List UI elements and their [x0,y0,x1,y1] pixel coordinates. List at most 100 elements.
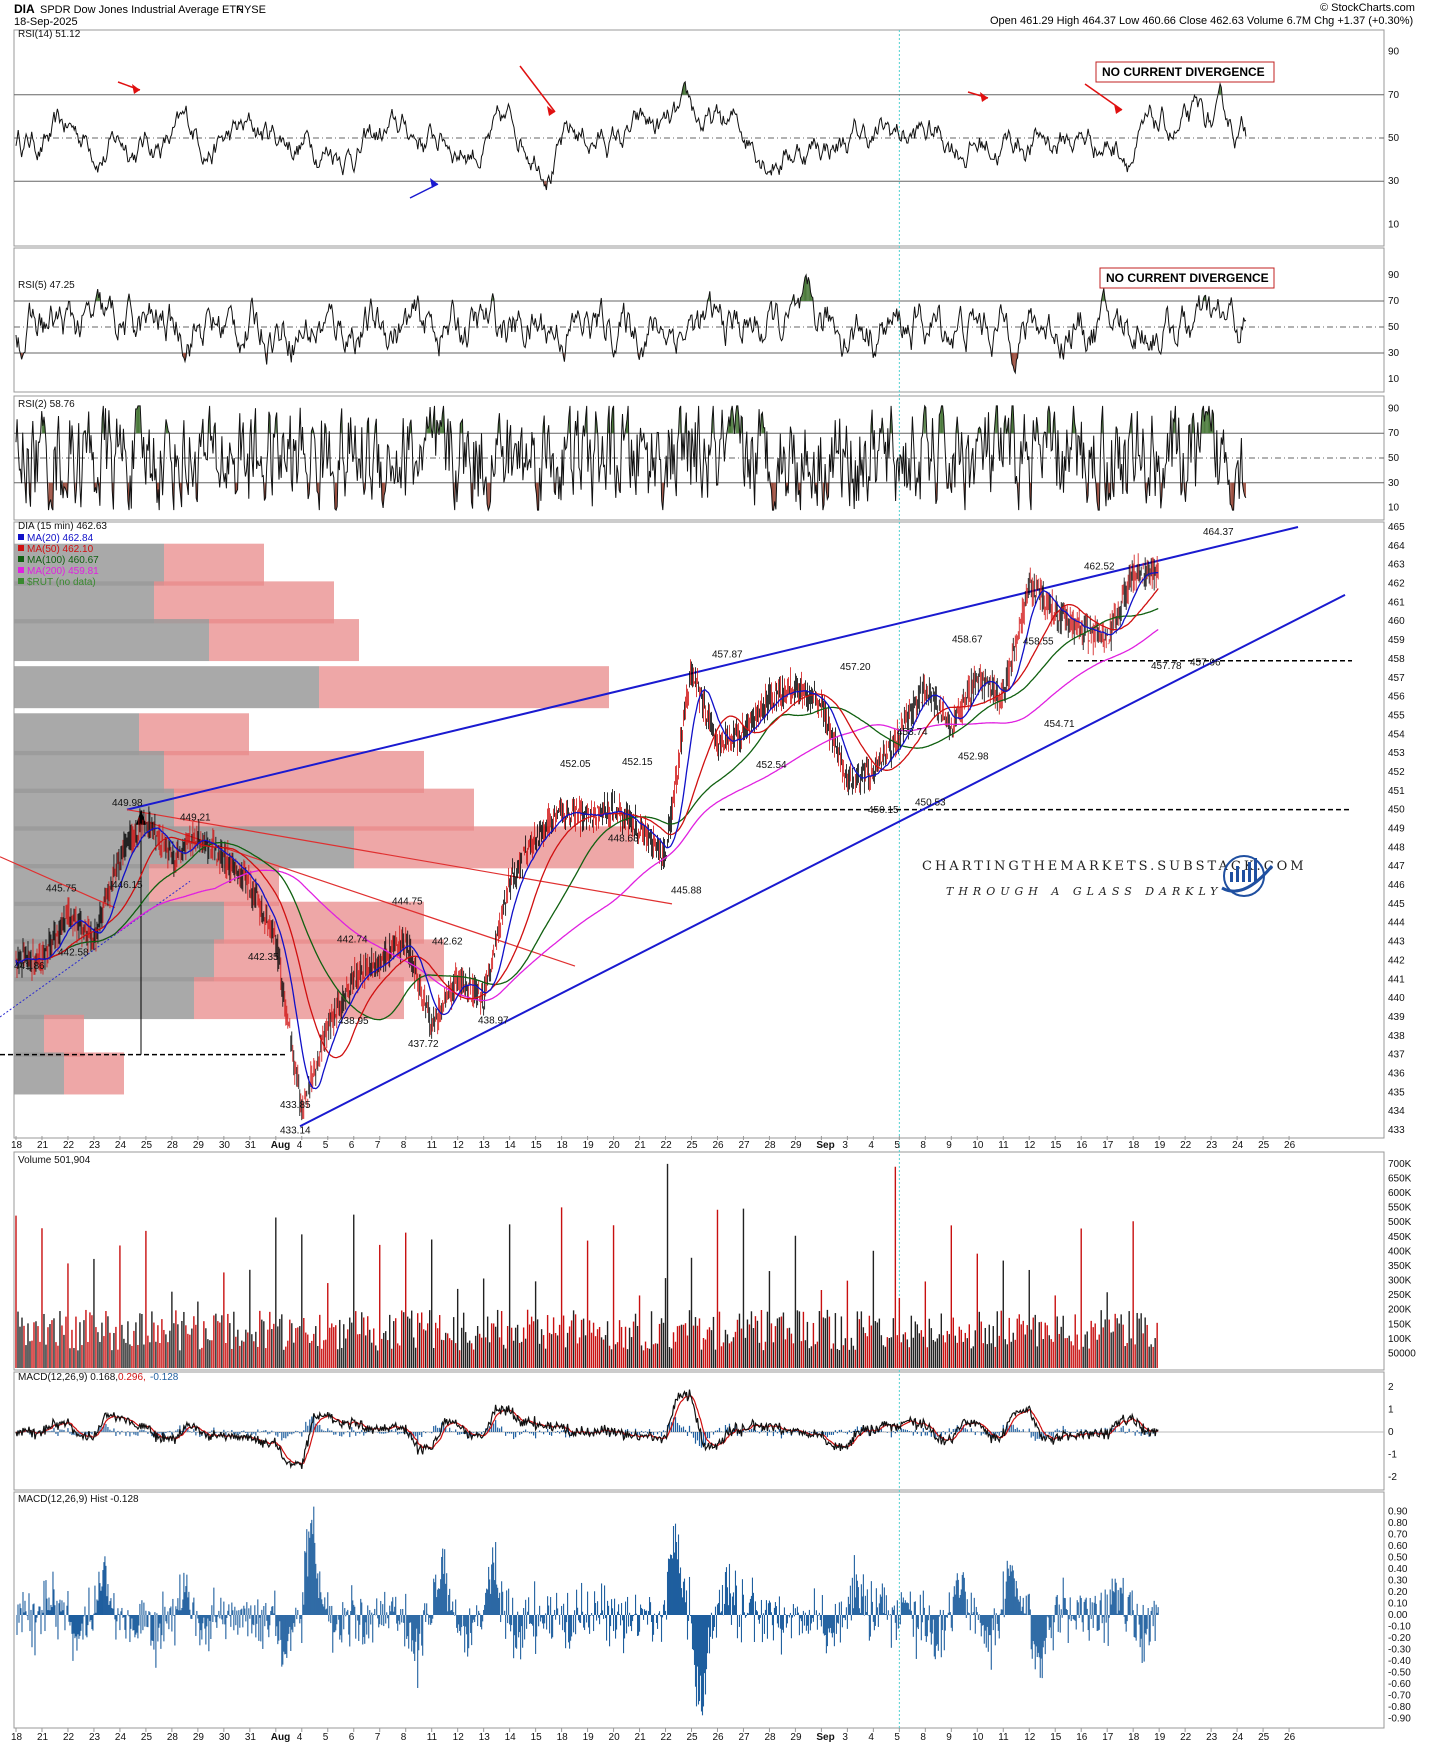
date-tick-label: 22 [63,1732,75,1742]
date-tick-label: 5 [323,1140,329,1151]
date-tick-label: 6 [349,1732,355,1742]
price-annotation: 462.52 [1084,562,1115,573]
resistance-line [0,856,116,909]
date-tick-label: 4 [297,1140,303,1151]
credit: © StockCharts.com [1320,2,1415,14]
vbp-bar-up [14,543,164,586]
hist-tick-label: -0.90 [1388,1713,1411,1724]
date-tick-label: 29 [193,1140,205,1151]
date-tick-label: 22 [63,1140,75,1151]
watermark: CHARTINGTHEMARKETS.SUBSTACK.COM THROUGH … [922,855,1304,898]
date-tick-label: 17 [1102,1140,1114,1151]
date-tick-label: Aug [271,1732,290,1742]
date-tick-label: 23 [1206,1140,1218,1151]
date-tick-label: 11 [427,1140,438,1151]
price-tick-label: 437 [1388,1050,1405,1061]
axis-tick-label: 70 [1388,90,1400,101]
date-tick-label: 18 [557,1732,569,1742]
date-tick-label: 26 [1284,1140,1296,1151]
macd-title: MACD(12,26,9) 0.168, [18,1372,118,1383]
axis-tick-label: 10 [1388,374,1400,385]
price-panel: 465 464 463 462 461 460 459 458 457 456 455 454 453 4… [0,521,1405,1136]
macd-signal-value: 0.296, [118,1372,146,1383]
watermark-line2: THROUGH A GLASS DARKLY [946,885,1222,898]
hist-tick-label: -0.20 [1388,1633,1411,1644]
axis-tick-label: 70 [1388,428,1400,439]
volume-tick-label: 650K [1388,1173,1412,1184]
rsi5-divergence-label: NO CURRENT DIVERGENCE [1106,271,1269,285]
axis-tick-label: 50 [1388,453,1400,464]
vbp-bar-up [14,1052,64,1095]
price-tick-label: 454 [1388,729,1405,740]
volume-tick-label: 700K [1388,1159,1412,1170]
axis-tick-label: 50 [1388,133,1400,144]
date-tick-label: 24 [115,1140,127,1151]
hist-tick-label: 0.80 [1388,1518,1408,1529]
price-tick-label: 456 [1388,692,1405,703]
date-tick-label: 26 [1284,1732,1296,1742]
rsi14-divergence-label: NO CURRENT DIVERGENCE [1102,65,1265,79]
legend-label: MA(200) 459.81 [27,566,99,577]
date-tick-label: 30 [219,1732,231,1742]
vbp-bar-down [214,939,444,982]
date-tick-label: 8 [920,1140,926,1151]
date-tick-label: 23 [89,1140,101,1151]
date-tick-label: 22 [661,1732,673,1742]
date-axis-bottom: 18 21 22 23 24 25 28 29 30 31 Aug 4 5 6 7 8 11 12 13 14 15 18… [11,1728,1296,1742]
date-tick-label: 4 [297,1732,303,1742]
rsi2-panel: RSI(2) 58.76 90 70 50 30 10 [14,399,1400,514]
macd-hist-bars [16,1506,1159,1716]
price-tick-label: 435 [1388,1087,1405,1098]
date-tick-label: 7 [375,1732,381,1742]
hist-tick-label: -0.30 [1388,1644,1411,1655]
date-tick-label: 15 [531,1732,543,1742]
price-tick-label: 460 [1388,616,1405,627]
price-annotation: 457.87 [712,649,743,660]
price-tick-label: 440 [1388,993,1405,1004]
volume-tick-label: 450K [1388,1232,1412,1243]
price-annotation: 458.67 [952,634,983,645]
chart-date: 18-Sep-2025 [14,16,78,28]
volume-tick-label: 350K [1388,1261,1412,1272]
price-tick-label: 444 [1388,918,1405,929]
date-tick-label: 18 [11,1140,23,1151]
price-tick-label: 463 [1388,560,1405,571]
macd-tick-label: 2 [1388,1382,1394,1393]
date-tick-label: 18 [1128,1140,1140,1151]
axis-tick-label: 50 [1388,322,1400,333]
hist-tick-label: -0.40 [1388,1656,1411,1667]
date-tick-label: 15 [531,1140,543,1151]
date-tick-label: 18 [557,1140,569,1151]
price-annotation: 441.86 [14,961,45,972]
rsi-line [15,273,1247,375]
vbp-bar-up [14,901,224,944]
date-tick-label: 11 [998,1140,1009,1151]
axis-tick-label: 10 [1388,219,1400,230]
arrow-head-icon [430,178,438,188]
price-annotation: 449.98 [112,798,143,809]
oversold-fill [384,482,386,496]
price-annotation: 449.21 [180,813,211,824]
overbought-fill [941,405,943,434]
legend-label: MA(50) 462.10 [27,544,94,555]
date-tick-label: 22 [661,1140,673,1151]
macd-line [15,1389,1159,1470]
overbought-fill [139,405,141,434]
vbp-bar-up [14,750,164,793]
date-tick-label: 24 [115,1732,127,1742]
arrow-up-icon [136,809,146,825]
date-tick-label: 13 [479,1732,491,1742]
price-annotation: 444.75 [392,897,423,908]
date-tick-label: 23 [89,1732,101,1742]
date-tick-label: 25 [687,1140,699,1151]
date-tick-label: 8 [401,1732,407,1742]
date-tick-label: 21 [37,1732,49,1742]
price-annotation: 453.74 [897,727,928,738]
date-tick-label: 12 [1024,1140,1036,1151]
date-tick-label: 26 [712,1732,724,1742]
date-tick-label: 26 [712,1140,724,1151]
price-tick-label: 450 [1388,805,1405,816]
rsi14-panel: RSI(14) 51.12 90 70 50 30 10 NO CURRENT DIVE… [14,29,1400,230]
date-tick-label: 25 [1258,1732,1270,1742]
